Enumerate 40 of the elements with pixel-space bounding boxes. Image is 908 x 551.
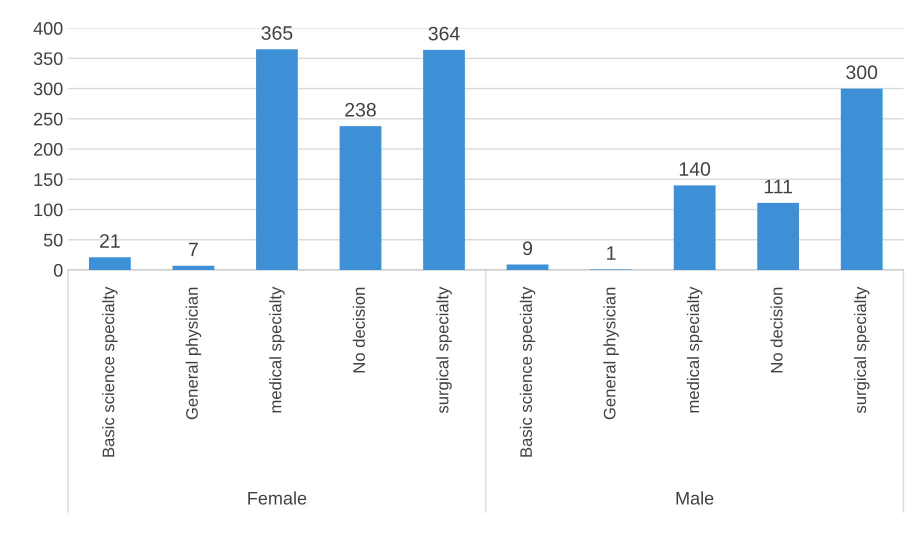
x-tick-label: Basic science specialty bbox=[102, 286, 118, 457]
data-label: 140 bbox=[680, 162, 710, 176]
y-tick-label: 250 bbox=[34, 112, 63, 126]
y-tick-label: 200 bbox=[34, 142, 63, 156]
data-label: 238 bbox=[345, 102, 376, 117]
x-tick-label: No decision bbox=[770, 288, 783, 372]
bar bbox=[757, 202, 800, 270]
text: Male bbox=[676, 491, 714, 505]
y-tick-label: 400 bbox=[34, 22, 63, 35]
bar bbox=[256, 49, 298, 270]
bar bbox=[172, 266, 214, 270]
data-label: 9 bbox=[523, 241, 532, 256]
bar bbox=[506, 264, 548, 270]
data-label: 365 bbox=[261, 26, 292, 40]
x-tick-label: General physician bbox=[186, 288, 202, 420]
data-label: 21 bbox=[100, 234, 120, 248]
text: Female bbox=[248, 491, 306, 505]
x-tick-label: surgical specialty bbox=[436, 286, 452, 414]
x-tick-label: No decision bbox=[352, 288, 365, 372]
bar bbox=[340, 126, 382, 270]
x-tick-label: medical specialty bbox=[269, 286, 285, 412]
data-label: 1 bbox=[607, 246, 616, 260]
data-label: 364 bbox=[428, 26, 460, 40]
data-label: 300 bbox=[846, 65, 878, 80]
x-tick-label: General physician bbox=[603, 288, 619, 420]
x-tick-label: Basic science specialty bbox=[520, 286, 536, 457]
bar bbox=[674, 185, 716, 270]
bar bbox=[840, 88, 883, 270]
y-tick-label: 150 bbox=[34, 173, 63, 186]
y-tick-label: 50 bbox=[44, 234, 63, 246]
x-tick-label: surgical specialty bbox=[854, 286, 870, 414]
data-label: 7 bbox=[188, 242, 198, 256]
y-tick-label: 350 bbox=[34, 52, 63, 66]
bar bbox=[88, 257, 131, 270]
x-tick-label: medical specialty bbox=[686, 286, 702, 412]
bar bbox=[423, 50, 465, 270]
y-tick-label: 100 bbox=[34, 203, 63, 216]
data-label: 111 bbox=[764, 180, 792, 194]
y-tick-label: 0 bbox=[54, 264, 63, 277]
y-tick-label: 300 bbox=[34, 82, 63, 96]
